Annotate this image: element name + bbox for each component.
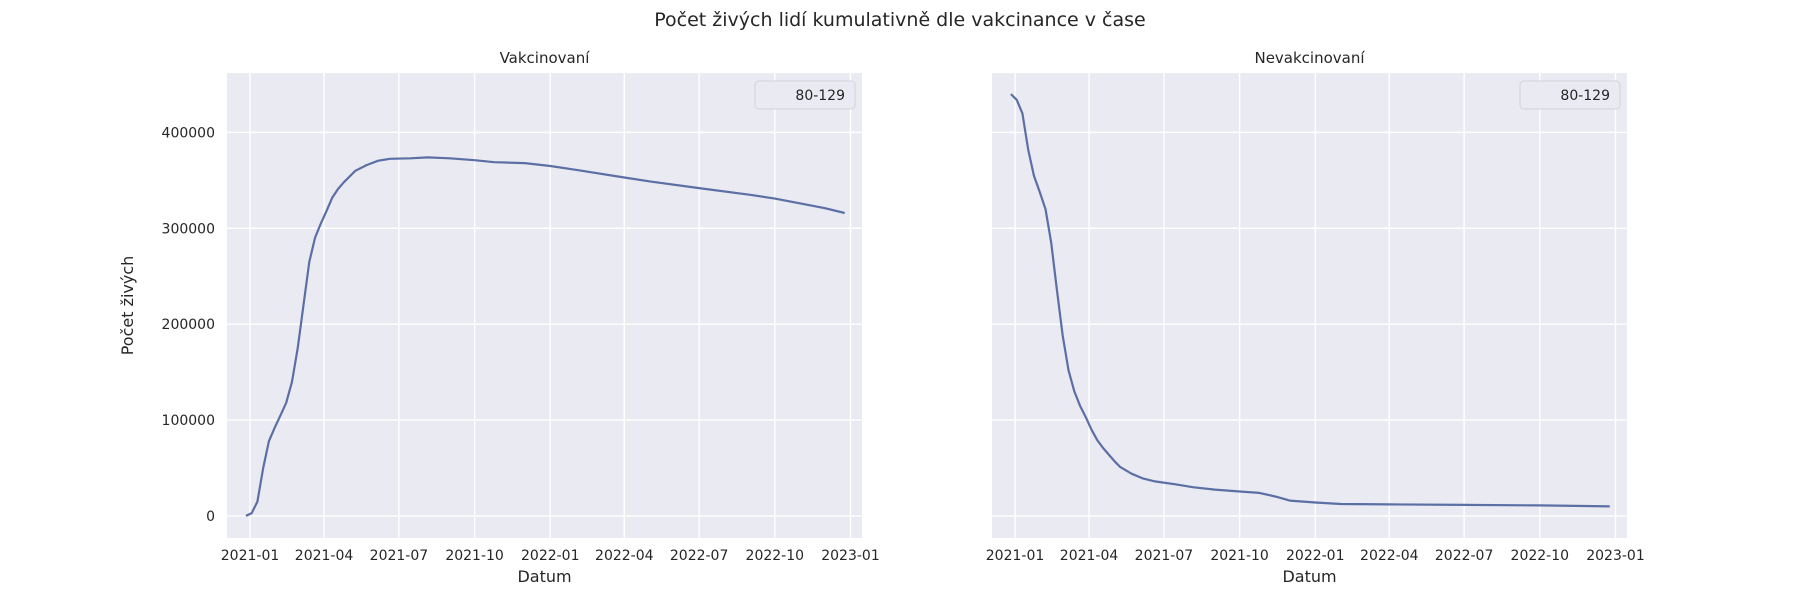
x-tick-label: 2021-07 bbox=[1135, 548, 1194, 564]
y-tick-label: 100000 bbox=[162, 413, 215, 429]
x-tick-label: 2021-04 bbox=[295, 548, 354, 564]
x-tick-label: 2021-07 bbox=[370, 548, 429, 564]
x-tick-label: 2021-10 bbox=[1210, 548, 1269, 564]
x-tick-label: 2023-01 bbox=[1586, 548, 1645, 564]
x-tick-label: 2021-04 bbox=[1060, 548, 1119, 564]
legend-entry: 80-129 bbox=[795, 88, 845, 104]
chart-title: Vakcinovaní bbox=[500, 49, 591, 67]
y-tick-label: 300000 bbox=[162, 221, 215, 237]
x-tick-label: 2021-01 bbox=[986, 548, 1045, 564]
series-line bbox=[1010, 93, 1610, 508]
x-tick-label: 2023-01 bbox=[821, 548, 880, 564]
x-tick-label: 2022-07 bbox=[670, 548, 729, 564]
legend-box bbox=[1519, 80, 1621, 110]
series-line bbox=[245, 156, 845, 517]
y-tick-label: 200000 bbox=[162, 317, 215, 333]
x-tick-label: 2022-01 bbox=[521, 548, 580, 564]
y-tick-label: 0 bbox=[206, 509, 215, 525]
chart-title: Nevakcinovaní bbox=[1254, 49, 1365, 67]
figure-suptitle: Počet živých lidí kumulativně dle vakcin… bbox=[654, 9, 1145, 31]
legend-entry: 80-129 bbox=[1560, 88, 1610, 104]
chart-panel-nevakcinovani: 2021-01 2021-04 2021-07 2021-10 2022-01 2022-… bbox=[986, 49, 1645, 586]
x-tick-label: 2022-01 bbox=[1286, 548, 1345, 564]
y-axis-label: Počet živých bbox=[118, 256, 137, 356]
plot-area bbox=[992, 73, 1627, 538]
x-tick-label: 2022-10 bbox=[1511, 548, 1570, 564]
x-axis-label: Datum bbox=[517, 567, 571, 586]
x-tick-label: 2022-10 bbox=[746, 548, 805, 564]
legend-box bbox=[754, 80, 856, 110]
y-tick-label: 400000 bbox=[162, 125, 215, 141]
chart-panel-vakcinovani: 2021-01 2021-04 2021-07 2021-10 2022-01 2022-… bbox=[118, 49, 880, 586]
x-tick-label: 2021-10 bbox=[445, 548, 504, 564]
x-tick-label: 2021-01 bbox=[221, 548, 280, 564]
x-tick-label: 2022-04 bbox=[1360, 548, 1419, 564]
plot-area bbox=[227, 73, 862, 538]
x-tick-label: 2022-07 bbox=[1435, 548, 1494, 564]
x-axis-label: Datum bbox=[1282, 567, 1336, 586]
x-tick-label: 2022-04 bbox=[595, 548, 654, 564]
